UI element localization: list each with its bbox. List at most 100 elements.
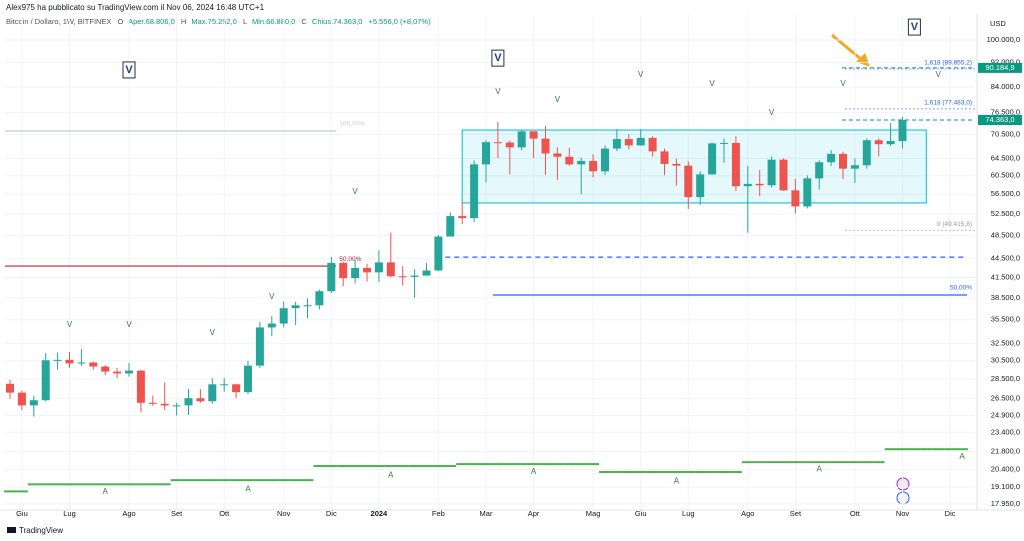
candle-body [196,398,205,402]
marker: V [936,70,942,79]
candle-body [279,308,288,324]
marker: V [769,108,775,117]
candle-body [386,262,395,277]
candle-body [743,183,752,187]
change: +5.556,0 (+8,07%) [368,17,431,26]
marker: V [126,320,132,329]
candle-body [172,405,181,407]
candle-body [6,383,14,393]
ohlc-key: H [181,17,186,26]
y-tick-label: 48.500,0 [991,230,1020,239]
candle-body [791,190,800,207]
marker: V [495,87,501,96]
marker: A [388,470,394,479]
y-tick-label: 28.500,0 [991,374,1020,383]
candle-body [529,131,538,139]
marker-box [907,18,921,36]
candle-body [553,153,562,157]
candle-body [267,323,276,328]
candle-body [612,139,621,149]
y-tick-label: 21.800,0 [991,446,1020,455]
marker: V [269,292,275,301]
ohlc-value: Chius.74.363,0 [312,17,362,26]
candle-body [89,362,98,367]
candle-body [327,262,336,292]
y-tick-label: 17.950,0 [991,499,1020,508]
x-tick-label: Mar [480,509,493,518]
candle-body [648,137,657,152]
candle-body [339,262,348,279]
y-tick-label: 26.500,0 [991,394,1020,403]
candle-body [160,403,169,406]
candle-body [232,384,241,393]
y-tick-label: 84.000,0 [991,82,1020,91]
candle-body [850,165,859,169]
candle-body [410,275,419,277]
y-tick-label: 41.500,0 [991,273,1020,282]
ohlc-key: L [243,17,247,26]
candle-body [434,236,443,271]
candle-body [458,216,467,219]
x-tick-label: Ott [219,509,230,518]
candle-body [113,371,122,374]
marker-box [122,61,136,79]
y-tick-label: 70.500,0 [991,129,1020,138]
candle-body [505,142,514,148]
candle-body [577,160,586,165]
marker: V [555,95,561,104]
y-tick-label: 52.500,0 [991,209,1020,218]
candle-body [660,151,669,164]
x-tick-label: Ott [850,509,861,518]
marker: V [125,64,133,76]
price-box [978,62,1022,73]
candle-body [731,142,740,187]
x-tick-label: Dic [945,509,956,518]
currency: USD [990,19,1006,28]
ohlc-value: Min.66.880,0 [252,17,295,26]
candle-body [696,174,705,198]
footer: TradingView [19,526,63,535]
candle-body [493,142,502,144]
candle-body [17,392,26,406]
y-tick-label: 64.500,0 [991,153,1020,162]
candle-body [374,262,383,273]
y-tick-label: 60.500,0 [991,171,1020,180]
y-tick-label: 30.500,0 [991,356,1020,365]
marker: V [494,52,502,64]
x-tick-label: Giu [16,509,28,518]
symbol-info: Bitcoin / Dollaro, 1W, BITFINEX O Aper.6… [6,17,431,26]
marker: A [245,484,251,493]
candle-body [470,164,479,219]
fib-label: 1,618 (89.855,2) [924,60,972,67]
candle-body [446,216,455,237]
candle-body [220,384,229,386]
arrow-head [856,53,870,67]
candle-body [255,327,264,366]
price-label: 74.363,0 [985,115,1014,124]
candle-body [125,370,133,374]
candle-body [708,143,717,175]
x-tick-label: Giu [635,509,647,518]
logo-mark [7,527,16,533]
candle-body [839,153,847,169]
candle-body [303,305,312,307]
candle-body [767,159,776,186]
y-tick-label: 56.500,0 [991,189,1020,198]
candle-body [755,183,764,186]
candle-body [684,165,693,198]
arrow-shaft [831,33,863,62]
x-tick-label: Lug [63,509,76,518]
x-tick-label: Lug [682,509,695,518]
zone [461,129,927,204]
x-tick-label: 2024 [371,509,389,518]
candle-body [898,119,907,141]
candle-body [874,140,883,145]
x-tick-label: Ago [741,509,754,518]
candle-body [672,163,681,166]
marker: V [638,70,644,79]
marker-box [491,49,505,67]
candle-body [65,359,74,364]
marker: A [959,452,965,461]
y-tick-label: 20.400,0 [991,464,1020,473]
candle-body [601,148,609,172]
